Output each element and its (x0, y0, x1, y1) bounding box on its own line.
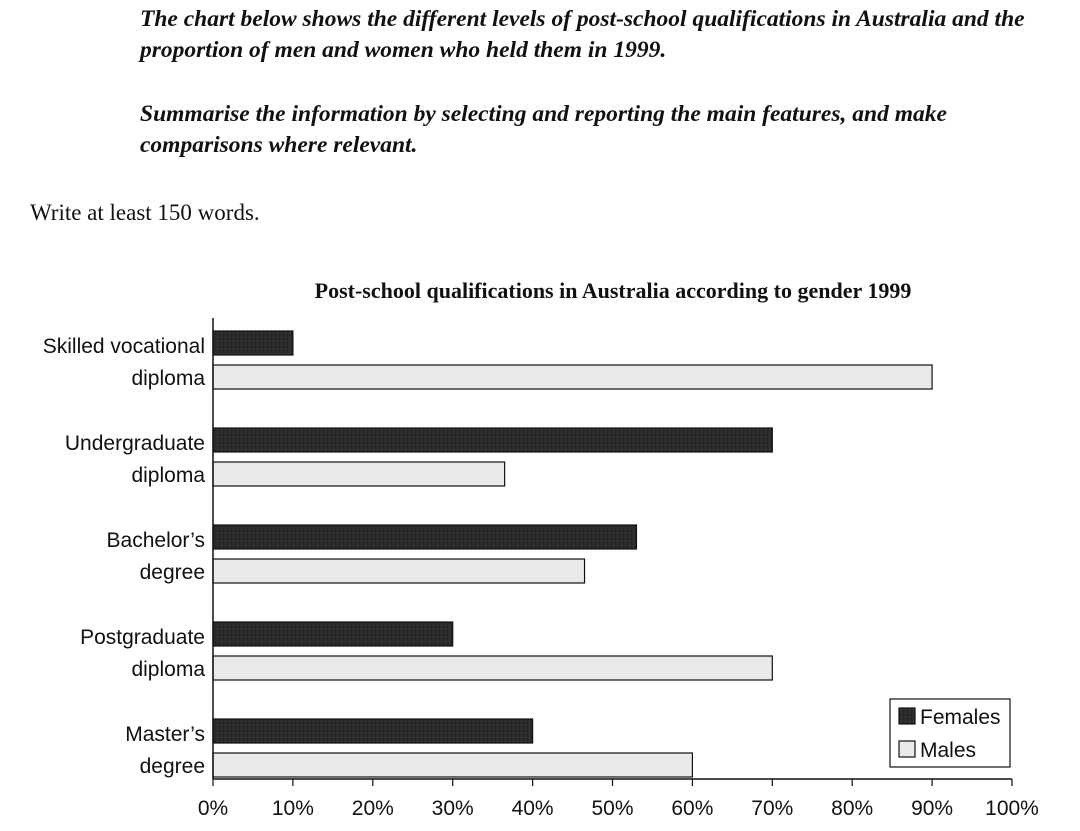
x-tick-label-10: 100% (985, 797, 1039, 820)
word-count-instruction: Write at least 150 words. (30, 200, 260, 225)
bar-males-4 (212, 752, 693, 778)
bar-females-0 (212, 330, 294, 356)
bar-females-1 (212, 427, 773, 453)
x-tick-label-0: 0% (198, 797, 228, 820)
bar-males-3 (212, 655, 773, 681)
legend-label-males: Males (920, 739, 976, 762)
chart-title: Post-school qualifications in Australia … (314, 278, 912, 303)
category-label-4: Master’s degree (125, 723, 205, 778)
legend-swatch-females (898, 707, 916, 725)
bar-males-2 (212, 558, 586, 584)
category-label-1: Undergraduate diploma (65, 432, 205, 487)
bar-females-2 (212, 524, 638, 550)
category-label-3: Postgraduate diploma (80, 626, 205, 681)
legend-label-females: Females (920, 706, 1001, 729)
x-tick-label-3: 30% (432, 797, 474, 820)
x-tick-label-2: 20% (352, 797, 394, 820)
x-tick-label-7: 70% (751, 797, 793, 820)
x-tick-label-5: 50% (591, 797, 633, 820)
x-tick-label-6: 60% (671, 797, 713, 820)
x-tick-label-1: 10% (272, 797, 314, 820)
bar-males-0 (212, 364, 933, 390)
bar-males-1 (212, 461, 506, 487)
x-tick-label-9: 90% (911, 797, 953, 820)
x-tick-label-8: 80% (831, 797, 873, 820)
category-label-2: Bachelor’s degree (107, 529, 205, 584)
bar-females-4 (212, 718, 534, 744)
category-label-0: Skilled vocational diploma (43, 335, 206, 390)
legend-swatch-males (898, 740, 916, 758)
x-tick-label-4: 40% (512, 797, 554, 820)
task-prompt: The chart below shows the different leve… (140, 6, 1025, 63)
task-summary-instruction: Summarise the information by selecting a… (140, 101, 947, 158)
bar-females-3 (212, 621, 454, 647)
